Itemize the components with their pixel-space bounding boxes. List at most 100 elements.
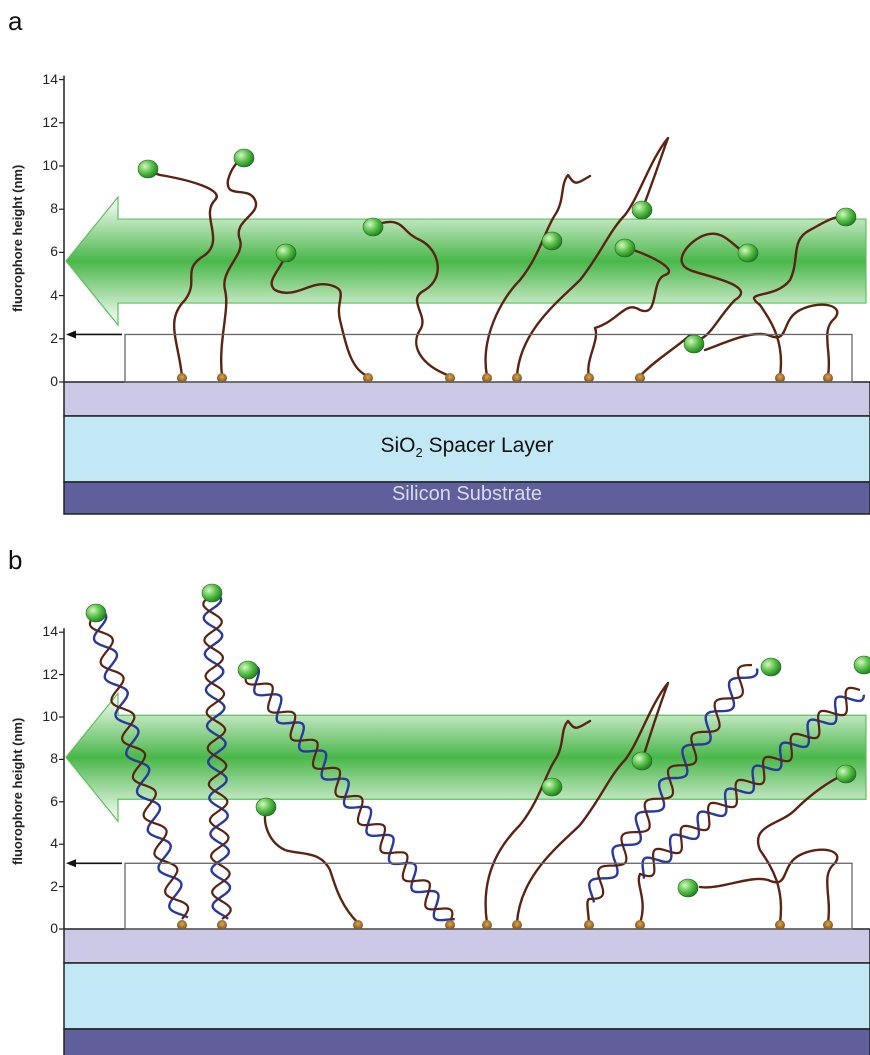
panel-b: b fluorophore height (nm) 0 2 4 6 8 10 12 14	[0, 525, 870, 1055]
dsdna-strand-probe	[639, 686, 861, 878]
surface-anchor	[775, 920, 785, 930]
surface-anchor	[635, 920, 645, 930]
surface-anchor	[445, 920, 455, 930]
arrow-head	[66, 330, 76, 339]
surface-anchor	[823, 920, 833, 930]
ssdna-strand	[698, 848, 839, 925]
mean-height-box	[124, 862, 853, 930]
oxide-top-layer	[63, 928, 870, 964]
band-arrow	[65, 691, 867, 823]
surface-anchor	[353, 920, 363, 930]
substrate-label: Silicon Substrate	[391, 483, 543, 505]
fluorophore	[853, 655, 870, 675]
y-tick-label: 8	[50, 200, 58, 217]
surface-anchor	[512, 373, 522, 383]
dsdna-strand-complement	[92, 610, 189, 919]
spacer-layer	[63, 415, 870, 483]
surface-anchor	[482, 920, 492, 930]
fluorophore	[137, 159, 159, 179]
fluorophore	[683, 334, 705, 354]
fluorophore	[677, 878, 699, 898]
surface-anchor	[363, 373, 373, 383]
ssdna-strand	[270, 253, 370, 378]
y-tick-label: 0	[50, 920, 58, 936]
dsdna-strand-probe	[202, 594, 232, 920]
ssdna-strand	[515, 681, 670, 925]
oxide-top-layer	[63, 381, 870, 417]
fluorophore	[201, 583, 223, 603]
panel-a: a fluorophore height (nm) 0 2 4 6 8 10 12 14 Si…	[0, 0, 870, 525]
fluorophore-height-band	[65, 195, 867, 327]
ssdna-strand	[703, 303, 839, 378]
y-tick-label: 2	[50, 877, 58, 894]
mean-height-box	[124, 333, 853, 383]
panel-a-illustration	[59, 75, 870, 515]
ssdna-strand	[373, 220, 452, 378]
fluorophore	[275, 243, 297, 263]
y-tick-label: 2	[50, 329, 58, 346]
y-tick-label: 8	[50, 750, 58, 767]
spacer-layer-label: SiO2 Spacer Layer	[380, 434, 554, 461]
dsdna-strand-probe	[588, 663, 753, 901]
ssdna-strand	[484, 173, 592, 378]
y-tick-label: 6	[50, 243, 58, 260]
ssdna-strand	[586, 897, 591, 925]
fluorophore	[541, 231, 563, 251]
fluorophore	[760, 657, 782, 677]
fluorophore	[255, 797, 277, 817]
y-tick-label: 4	[50, 286, 58, 303]
surface-anchor	[635, 373, 645, 383]
fluorophore	[631, 200, 653, 220]
panel-letter: b	[8, 545, 23, 575]
ssdna-strand	[263, 807, 360, 925]
surface-anchor	[217, 373, 227, 383]
ssdna-strand	[220, 156, 258, 378]
surface-anchor	[217, 920, 227, 930]
surface-anchor	[823, 373, 833, 383]
fluorophore	[541, 777, 563, 797]
substrate-layer	[63, 481, 870, 515]
fluorophore	[631, 751, 653, 771]
panel-letter: a	[8, 6, 23, 36]
fluorophore	[835, 207, 857, 227]
ssdna-strand	[587, 246, 671, 378]
fluorophore	[237, 660, 259, 680]
panel-b-illustration	[59, 583, 870, 1055]
fluorophore	[362, 217, 384, 237]
substrate-layer	[63, 1028, 870, 1055]
surface-anchor	[775, 373, 785, 383]
band-arrow	[65, 195, 867, 327]
dsdna-strand-probe	[88, 612, 190, 920]
y-tick-label: 12	[42, 665, 58, 682]
y-tick-label: 14	[42, 70, 58, 87]
fluorophore	[614, 238, 636, 258]
y-tick-label: 12	[42, 113, 58, 130]
surface-anchor	[445, 373, 455, 383]
surface-anchor	[482, 373, 492, 383]
y-tick-label: 6	[50, 792, 58, 809]
ssdna-strand	[752, 215, 848, 378]
fluorophore	[835, 764, 857, 784]
surface-anchor	[177, 373, 187, 383]
dsdna-strand-complement	[641, 694, 866, 879]
fluorophore	[233, 148, 255, 168]
y-tick-label: 10	[42, 708, 58, 724]
fluorophore-height-band	[65, 691, 867, 823]
fluorophore	[85, 603, 107, 623]
surface-anchor	[584, 373, 594, 383]
dsdna-strand-complement	[202, 593, 232, 920]
dsdna-strand-complement	[587, 668, 759, 903]
surface-anchor	[584, 920, 594, 930]
ssdna-strand	[637, 872, 644, 925]
fluorophore	[737, 243, 759, 263]
y-tick-label: 4	[50, 835, 58, 852]
surface-anchor	[512, 920, 522, 930]
arrow-head	[66, 859, 76, 868]
surface-anchor	[177, 920, 187, 930]
y-tick-label: 10	[42, 157, 58, 173]
spacer-layer	[63, 962, 870, 1030]
y-tick-label: 0	[50, 373, 58, 389]
y-tick-label: 14	[42, 623, 58, 640]
dsdna-strand-complement	[252, 665, 455, 922]
ssdna-strand	[146, 168, 218, 378]
